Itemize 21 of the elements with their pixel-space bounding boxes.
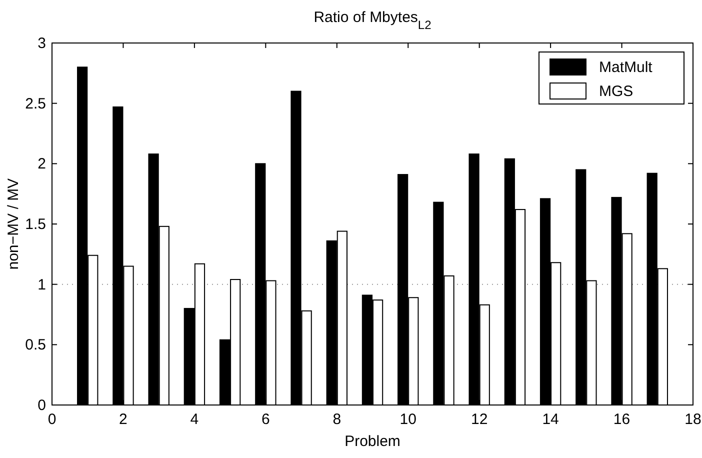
legend-label: MatMult bbox=[599, 59, 654, 76]
x-tick-label: 10 bbox=[400, 411, 416, 428]
legend-label: MGS bbox=[599, 83, 634, 100]
x-tick-label: 18 bbox=[684, 411, 702, 428]
chart-title: Ratio of Mbytes$_{L2}$ bbox=[314, 9, 432, 32]
y-tick-label: 2 bbox=[38, 156, 46, 173]
y-tick-label: 3 bbox=[38, 35, 46, 52]
x-tick-label: 4 bbox=[190, 411, 199, 428]
x-tick-label: 14 bbox=[542, 411, 559, 428]
y-axis-title: non−MV / MV bbox=[5, 178, 22, 270]
y-tick-label: 2.5 bbox=[25, 95, 46, 112]
x-tick-label: 2 bbox=[119, 411, 128, 428]
x-tick-label: 6 bbox=[261, 411, 270, 428]
y-tick-label: 0.5 bbox=[25, 336, 46, 354]
x-axis-title: Problem bbox=[344, 433, 400, 450]
y-tick-label: 1.5 bbox=[25, 216, 46, 233]
x-tick-label: 8 bbox=[332, 411, 342, 428]
y-tick-label: 0 bbox=[38, 397, 46, 414]
x-tick-label: 16 bbox=[613, 411, 630, 428]
x-tick-label: 12 bbox=[470, 411, 488, 428]
y-tick-label: 1 bbox=[38, 276, 46, 294]
